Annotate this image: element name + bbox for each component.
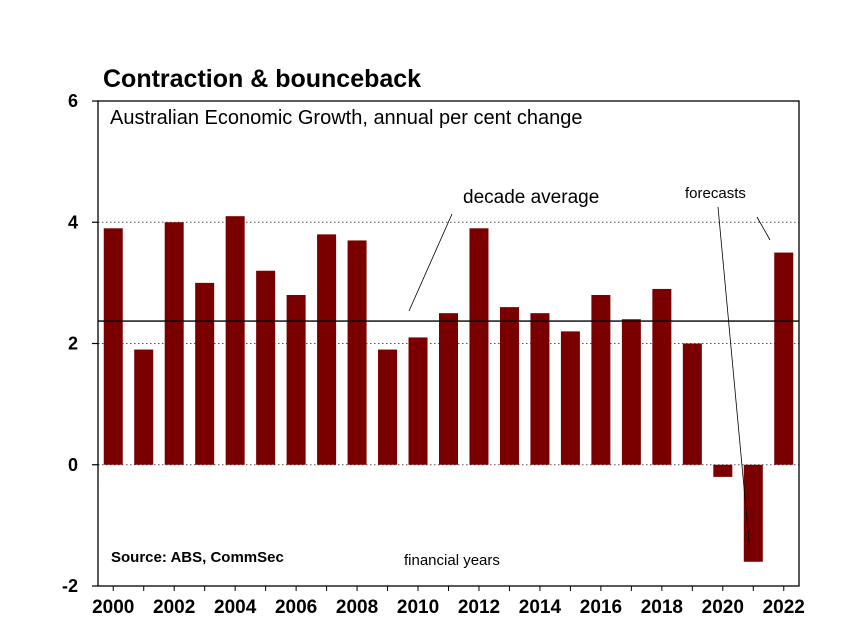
bar-2005 [256, 270, 276, 465]
x-tick-label: 2006 [275, 597, 317, 618]
bar-2018 [652, 288, 672, 465]
x-axis-label: financial years [404, 552, 500, 569]
bar-2007 [317, 234, 337, 465]
average-pointer-line [408, 213, 453, 312]
bar-2022 [774, 252, 794, 465]
y-tick-label: 0 [68, 455, 78, 475]
y-tick-label: -2 [62, 576, 78, 596]
chart-title: Contraction & bounceback [103, 65, 421, 93]
x-tick-label: 2016 [580, 597, 622, 618]
forecast-pointer-2022 [756, 216, 771, 241]
chart-subtitle: Australian Economic Growth, annual per c… [110, 107, 583, 129]
x-tick-label: 2022 [763, 597, 805, 618]
x-tick-label: 2018 [641, 597, 683, 618]
bar-2015 [560, 331, 580, 465]
bar-2014 [530, 313, 550, 465]
x-tick-label: 2004 [214, 597, 257, 618]
bar-2012 [469, 228, 489, 465]
bar-2019 [682, 343, 702, 465]
bar-2011 [439, 313, 458, 465]
x-tick-label: 2000 [92, 597, 134, 618]
bar-2017 [621, 319, 641, 465]
bar-2002 [164, 222, 184, 465]
bar-2020 [713, 464, 733, 477]
bar-2013 [499, 307, 519, 465]
bar-2016 [591, 295, 611, 465]
y-tick-label: 4 [68, 212, 78, 232]
y-tick-label: 6 [68, 91, 78, 111]
x-tick-label: 2014 [519, 597, 562, 618]
bar-2009 [378, 349, 398, 465]
x-tick-label: 2020 [702, 597, 744, 618]
y-tick-label: 2 [68, 334, 78, 354]
x-tick-label: 2008 [336, 597, 378, 618]
bar-2010 [408, 337, 428, 465]
x-tick-label: 2012 [458, 597, 500, 618]
bar-2003 [195, 282, 215, 465]
x-tick-label: 2002 [153, 597, 195, 618]
x-tick-label: 2010 [397, 597, 439, 618]
bar-2008 [347, 240, 367, 465]
bar-2004 [225, 216, 245, 465]
forecast-pointer-2021 [717, 206, 751, 553]
bar-2001 [134, 349, 154, 465]
plot-area [98, 216, 799, 562]
bar-2006 [286, 295, 306, 465]
bar-2000 [103, 228, 123, 465]
average-line-label: decade average [463, 187, 599, 208]
forecast-label: forecasts [685, 185, 746, 202]
source-note: Source: ABS, CommSec [111, 549, 284, 566]
